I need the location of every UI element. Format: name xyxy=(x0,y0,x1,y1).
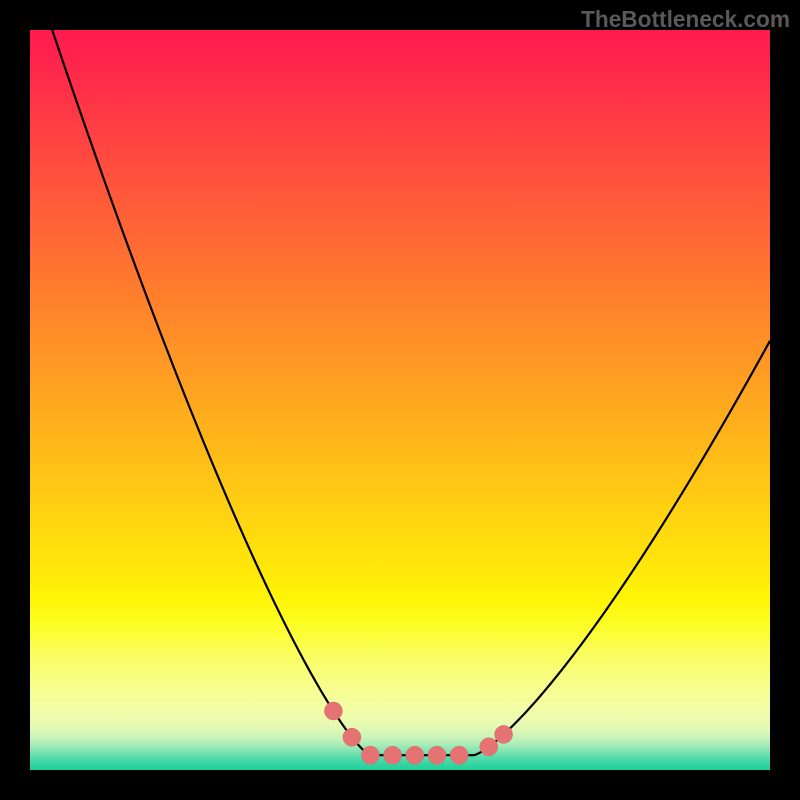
bottleneck-curve xyxy=(52,30,770,755)
marker-point xyxy=(450,746,468,764)
markers-group xyxy=(324,702,512,764)
marker-point xyxy=(384,746,402,764)
chart-svg xyxy=(30,30,770,770)
marker-point xyxy=(428,746,446,764)
plot-area xyxy=(30,30,770,770)
figure-root: TheBottleneck.com xyxy=(0,0,800,800)
watermark-text: TheBottleneck.com xyxy=(581,6,790,33)
marker-point xyxy=(361,746,379,764)
marker-point xyxy=(343,728,361,746)
marker-point xyxy=(324,702,342,720)
marker-point xyxy=(495,725,513,743)
marker-point xyxy=(480,738,498,756)
marker-point xyxy=(406,746,424,764)
